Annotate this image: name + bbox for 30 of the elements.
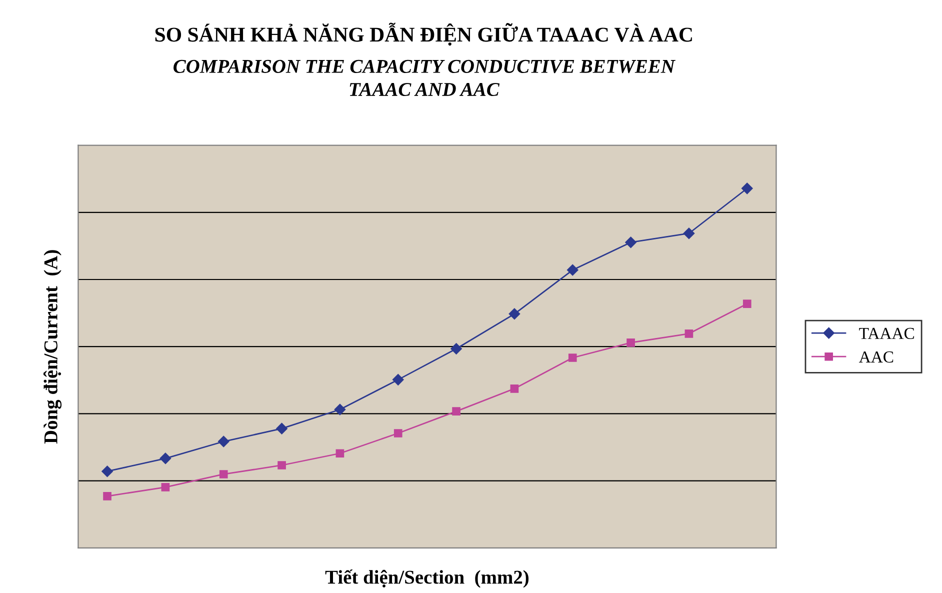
point [568,354,577,362]
legend-label: TAAAC [859,328,914,340]
point [161,483,170,492]
point [103,492,112,500]
point [276,422,288,434]
point [452,407,460,416]
chart-title: SO SÁNH KHẢ NĂNG DẪN ĐIỆN GIỮA TAAAC VÀ AAC [155,22,692,46]
point [392,374,404,386]
point [160,452,172,464]
y-axis-title: Dòng điện/Current (A) [44,250,62,444]
point [219,470,228,478]
point [278,461,286,470]
point [625,236,636,248]
legend-label: AAC [858,351,894,363]
chart-subtitle: COMPARISON THE CAPACITY CONDUCTIVE BETWEEN TAAAC AND AAC [174,60,676,96]
point [336,449,344,458]
point [508,308,520,320]
point [394,429,402,438]
point [218,436,230,448]
point [626,338,635,347]
point [742,300,752,308]
point [742,182,753,194]
point [102,466,113,477]
point [684,330,694,338]
x-axis-title: Tiết diện/Section (mm2) [325,569,529,588]
point [567,264,578,276]
point [683,228,695,239]
point [450,343,462,354]
point [510,384,519,393]
point [334,404,346,416]
